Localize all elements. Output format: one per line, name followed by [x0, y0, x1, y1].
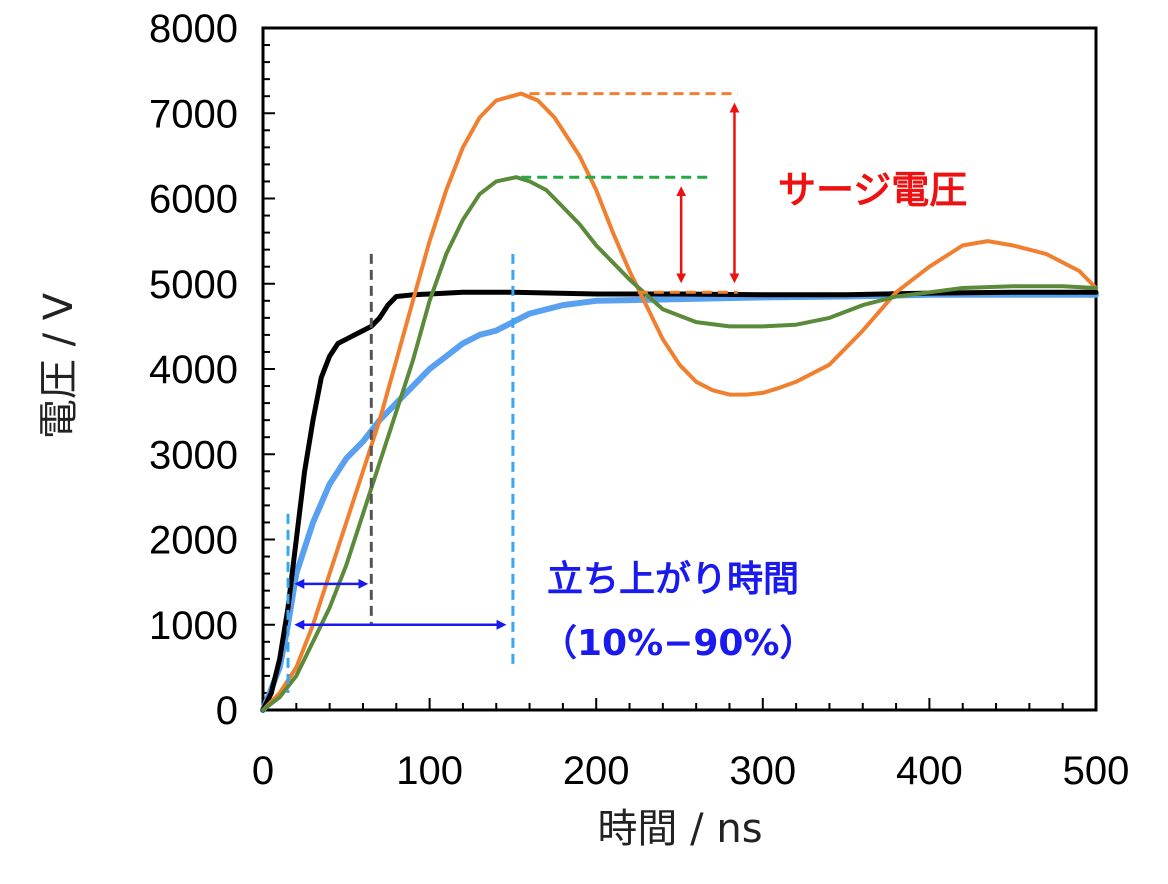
plot-frame: [261, 26, 1098, 712]
x-axis-title: 時間 / ns: [597, 806, 762, 852]
y-tick-label: 3000: [149, 433, 238, 477]
series-line-orange: [261, 91, 1098, 712]
axis-ticks: [262, 27, 1097, 711]
x-tick-label: 300: [729, 749, 796, 793]
y-tick-label: 8000: [149, 7, 238, 51]
y-axis-title: 電圧 / V: [36, 292, 82, 439]
x-tick-label: 0: [252, 749, 274, 793]
x-tick-label: 200: [563, 749, 630, 793]
y-tick-label: 5000: [149, 263, 238, 307]
y-tick-label: 0: [216, 689, 238, 733]
annotations: [286, 92, 740, 693]
series-line-green: [261, 175, 1098, 712]
y-tick-label: 2000: [149, 519, 238, 563]
surge-voltage-label: サージ電圧: [778, 168, 967, 212]
tick-labels: 0 1000 2000 3000 4000 5000 6000 7000 8000 0 100 200…: [149, 7, 1129, 793]
series-lines: [260, 91, 1099, 713]
x-tick-label: 100: [396, 749, 463, 793]
rise-time-label: 立ち上がり時間: [547, 559, 799, 600]
plot-border: [261, 26, 1098, 712]
y-tick-label: 1000: [149, 604, 238, 648]
y-tick-label: 4000: [149, 348, 238, 392]
x-tick-label: 500: [1063, 749, 1130, 793]
y-tick-label: 7000: [149, 92, 238, 136]
x-tick-label: 400: [896, 749, 963, 793]
series-line-black: [260, 289, 1099, 713]
rise-range-label: （10%−90%）: [541, 623, 816, 664]
y-tick-label: 6000: [149, 178, 238, 222]
series-line-light-blue: [260, 291, 1099, 713]
